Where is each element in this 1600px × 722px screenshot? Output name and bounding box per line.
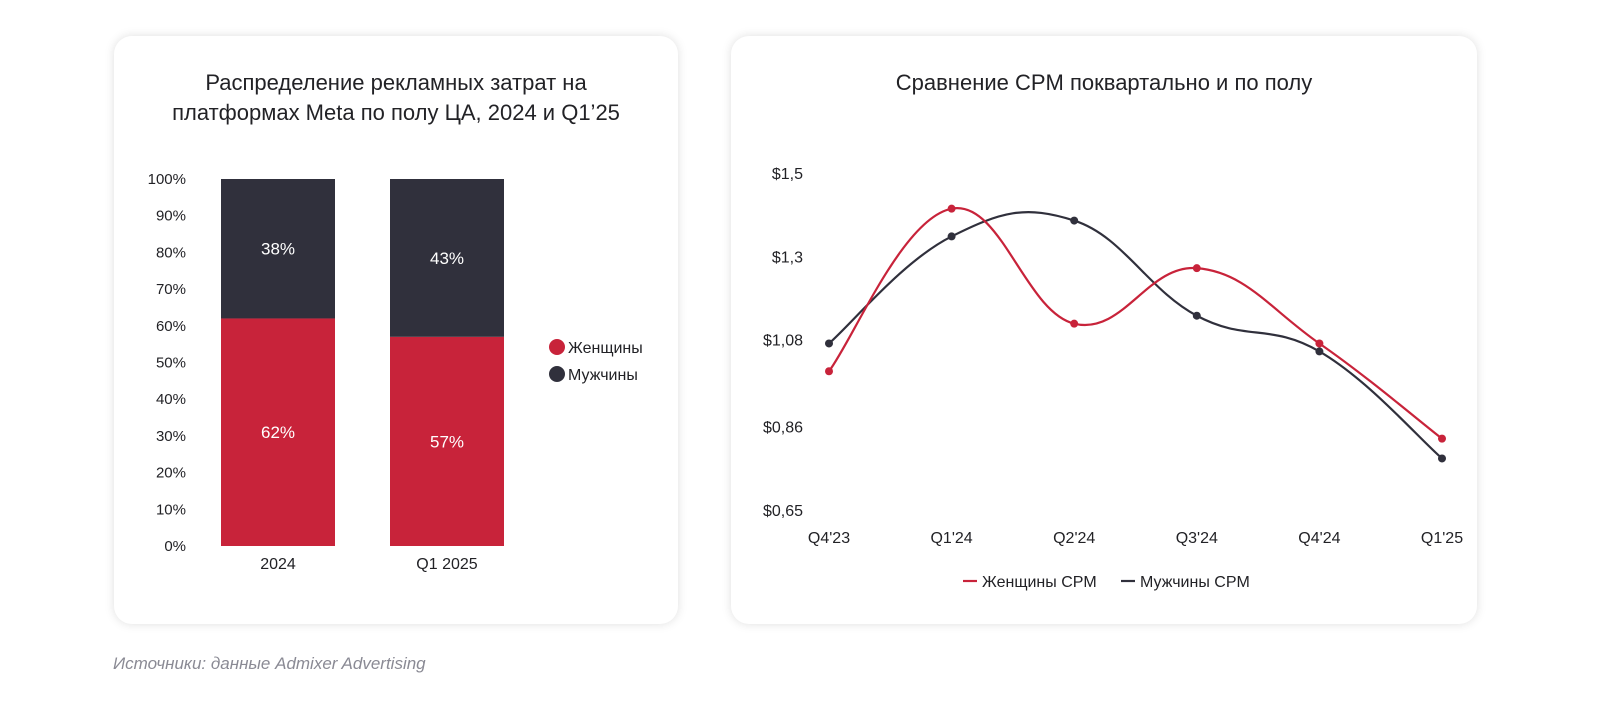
y-tick-label: $1,08	[763, 333, 803, 350]
legend-label: Женщины CPM	[982, 574, 1097, 591]
y-tick-label: 20%	[156, 465, 186, 482]
legend-marker-women	[549, 339, 565, 355]
y-tick-label: 100%	[148, 171, 186, 188]
y-tick-label: 70%	[156, 281, 186, 298]
data-point-women	[1438, 434, 1446, 443]
y-tick-label: 80%	[156, 244, 186, 261]
y-tick-label: $0,86	[763, 420, 803, 437]
data-point-men	[1315, 347, 1324, 356]
y-tick-label: 0%	[164, 538, 186, 555]
y-tick-label: 10%	[156, 501, 186, 518]
x-category-label: Q2'24	[1053, 530, 1095, 547]
x-category-label: Q4'24	[1298, 530, 1340, 547]
y-tick-label: 30%	[156, 428, 186, 445]
bar-segment-women	[390, 336, 504, 546]
spend-bar-chart: 0% 10% 20% 30% 40% 50% 60% 70% 80% 90% 100% 62% 38% 2…	[148, 171, 643, 573]
y-tick-label: 40%	[156, 391, 186, 408]
source-note: Источники: данные Admixer Advertising	[113, 654, 426, 673]
y-tick-label: 50%	[156, 355, 186, 372]
y-tick-label: 60%	[156, 318, 186, 335]
x-category-label: Q1'25	[1421, 530, 1463, 547]
data-point-men	[825, 339, 833, 348]
cpm-line-chart: $0,65 $0,86 $1,08 $1,3 $1,5 Q4'23 Q1'24 Q2'24 Q3…	[763, 166, 1463, 591]
legend-marker-men	[549, 366, 565, 382]
bar-segment-men	[390, 179, 504, 337]
bar-data-label: 57%	[430, 432, 464, 451]
x-category-label: Q3'24	[1176, 530, 1218, 547]
bar-data-label: 62%	[261, 423, 295, 442]
data-point-women	[825, 367, 833, 376]
bar-segment-men	[221, 179, 335, 319]
y-tick-label: 90%	[156, 208, 186, 225]
legend-label: Женщины	[568, 340, 643, 357]
spend-distribution-card: Распределение рекламных затрат на платфо…	[114, 36, 678, 624]
y-tick-label: $0,65	[763, 503, 803, 520]
series-line-women	[828, 207, 1443, 440]
spend-chart-title: Распределение рекламных затрат на платфо…	[172, 70, 620, 125]
x-category-label: Q1'24	[930, 530, 972, 547]
legend-label: Мужчины	[568, 367, 638, 384]
bar-data-label: 43%	[430, 249, 464, 268]
x-category-label: Q1 2025	[416, 556, 477, 573]
x-category-label: 2024	[260, 556, 296, 573]
bar-data-label: 38%	[261, 240, 295, 259]
series-line-men	[828, 211, 1443, 460]
data-point-men	[1438, 454, 1446, 463]
cpm-chart-title: Сравнение CPM поквартально и по полу	[895, 70, 1313, 95]
data-point-women	[1315, 339, 1324, 348]
data-point-women	[1192, 264, 1201, 273]
cpm-comparison-card: Сравнение CPM поквартально и по полу $0,…	[731, 36, 1477, 624]
data-point-men	[1192, 311, 1201, 320]
data-point-men	[1070, 216, 1079, 225]
data-point-men	[947, 232, 956, 241]
data-point-women	[947, 204, 956, 213]
y-tick-label: $1,3	[772, 249, 803, 266]
bar-segment-women	[221, 318, 335, 546]
legend-label: Мужчины CPM	[1140, 574, 1250, 591]
y-tick-label: $1,5	[772, 166, 803, 183]
data-point-women	[1070, 319, 1079, 328]
x-category-label: Q4'23	[808, 530, 850, 547]
